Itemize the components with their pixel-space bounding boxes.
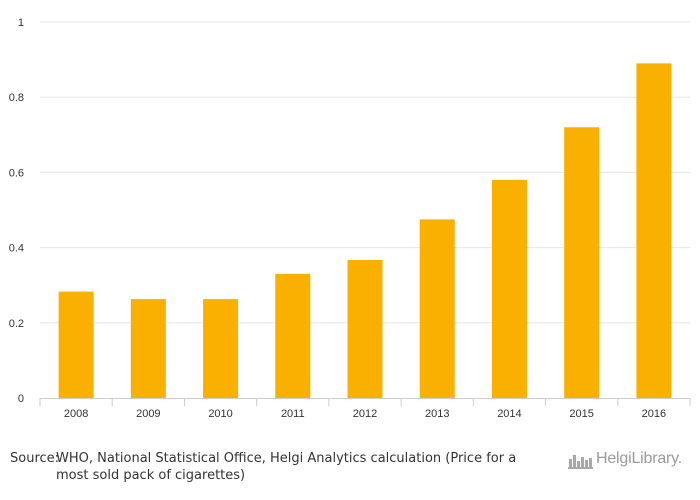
bar-2014	[491, 179, 527, 398]
bar-chart: 00.20.40.60.81 2008 2009 2010 2011 2012 2013 2…	[9, 17, 691, 420]
x-axis	[39, 398, 691, 406]
x-tick-label: 2009	[136, 408, 160, 420]
bar-2012	[347, 260, 383, 398]
bar-2009	[130, 299, 166, 398]
skyline-logo-icon	[568, 455, 593, 469]
x-tick-label: 2010	[208, 408, 232, 420]
y-tick-label: 1	[18, 17, 24, 29]
y-tick-label: 0.6	[9, 167, 24, 179]
source-label: Source:	[10, 451, 60, 466]
x-tick-label: 2008	[64, 408, 88, 420]
bar-2008	[58, 291, 94, 398]
y-tick-label: 0.8	[9, 92, 24, 104]
y-axis-ticks: 0 0.2 0.4 0.6 0.8 1	[9, 17, 24, 405]
x-tick-label: 2011	[281, 408, 305, 420]
bar-2010	[203, 299, 239, 398]
bars	[58, 63, 672, 399]
source-text: WHO, National Statistical Office, Helgi …	[56, 451, 517, 483]
x-tick-label: 2012	[353, 408, 377, 420]
x-tick-label: 2015	[569, 408, 593, 420]
y-tick-label: 0.2	[9, 318, 24, 330]
bar-2011	[275, 273, 311, 398]
helgilibrary-logo: HelgiLibrary.	[568, 448, 694, 470]
bar-2013	[419, 219, 455, 398]
x-tick-label: 2014	[497, 408, 521, 420]
bar-2016	[636, 63, 672, 399]
logo-text: HelgiLibrary.	[596, 450, 683, 467]
bar-2015	[564, 127, 600, 398]
x-tick-label: 2013	[425, 408, 449, 420]
x-axis-ticks: 2008 2009 2010 2011 2012 2013 2014 2015 2016	[64, 408, 666, 420]
source-note: Source:WHO, National Statistical Office,…	[10, 450, 550, 484]
y-tick-label: 0	[18, 393, 24, 405]
x-tick-label: 2016	[642, 408, 666, 420]
y-tick-label: 0.4	[9, 243, 24, 255]
